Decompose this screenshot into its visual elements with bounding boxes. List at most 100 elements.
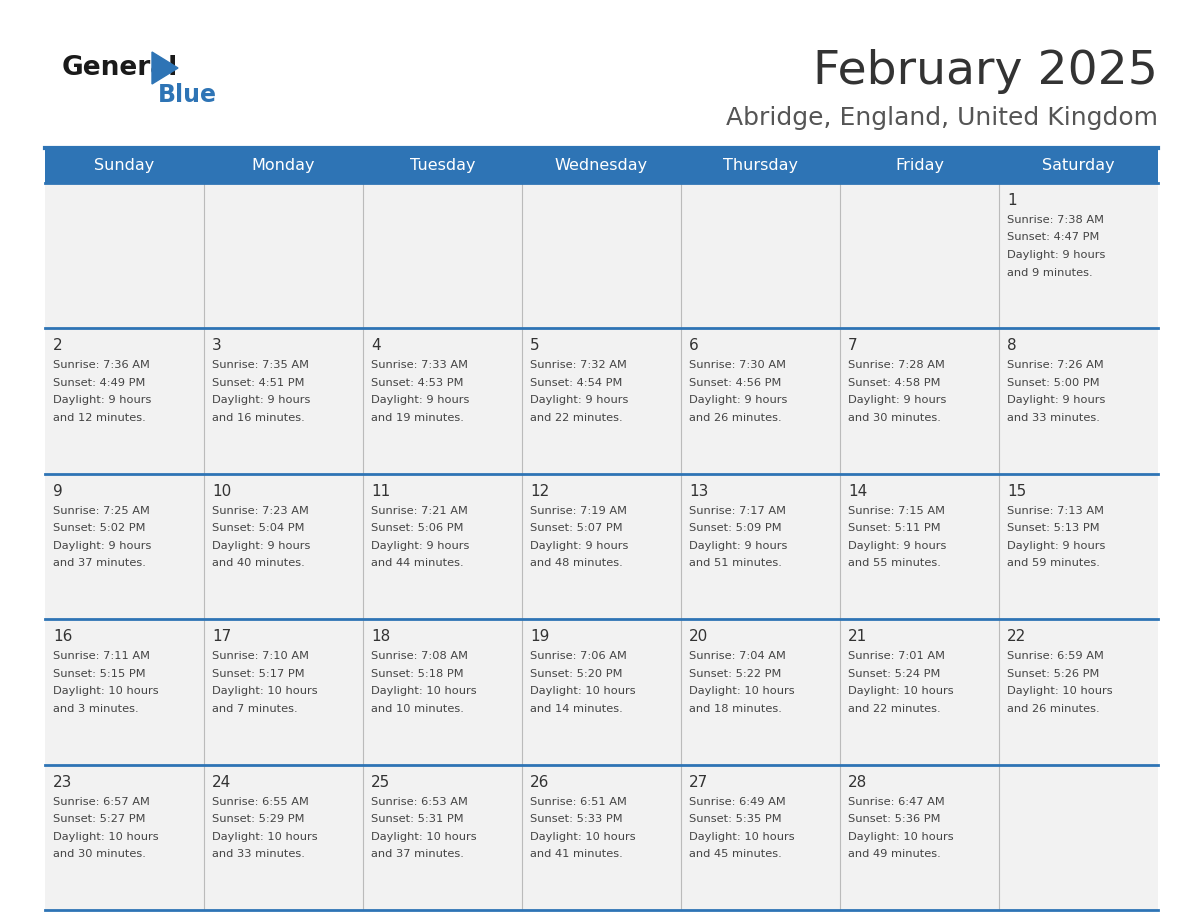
Bar (364, 148, 522, 183)
Text: 1: 1 (1007, 193, 1017, 208)
Bar (681, 620, 840, 765)
Text: and 33 minutes.: and 33 minutes. (1007, 413, 1100, 423)
Text: Sunrise: 7:17 AM: Sunrise: 7:17 AM (689, 506, 786, 516)
Text: Sunrise: 7:08 AM: Sunrise: 7:08 AM (371, 651, 468, 661)
Bar (840, 148, 999, 183)
Bar (522, 329, 681, 474)
Text: and 26 minutes.: and 26 minutes. (689, 413, 782, 423)
Bar (522, 474, 681, 620)
Text: 22: 22 (1007, 629, 1026, 644)
Bar (364, 620, 522, 765)
Bar (681, 183, 840, 329)
Text: Daylight: 9 hours: Daylight: 9 hours (211, 541, 310, 551)
Text: 9: 9 (53, 484, 63, 498)
Text: Sunrise: 7:38 AM: Sunrise: 7:38 AM (1007, 215, 1104, 225)
Text: 19: 19 (530, 629, 549, 644)
Bar (999, 474, 1158, 620)
Text: Wednesday: Wednesday (555, 158, 649, 173)
Text: Sunrise: 7:21 AM: Sunrise: 7:21 AM (371, 506, 468, 516)
Bar (45, 474, 204, 620)
Polygon shape (152, 52, 178, 84)
Text: Daylight: 10 hours: Daylight: 10 hours (530, 686, 636, 696)
Text: Daylight: 9 hours: Daylight: 9 hours (371, 396, 469, 406)
Text: Sunset: 5:06 PM: Sunset: 5:06 PM (371, 523, 463, 533)
Bar (999, 329, 1158, 474)
Bar (840, 765, 999, 910)
Text: 17: 17 (211, 629, 232, 644)
Text: 13: 13 (689, 484, 708, 498)
Text: Blue: Blue (158, 83, 217, 107)
Text: Daylight: 10 hours: Daylight: 10 hours (689, 832, 795, 842)
Bar (45, 183, 204, 329)
Text: Daylight: 9 hours: Daylight: 9 hours (689, 396, 788, 406)
Text: Sunset: 5:20 PM: Sunset: 5:20 PM (530, 668, 623, 678)
Text: Daylight: 10 hours: Daylight: 10 hours (530, 832, 636, 842)
Text: Daylight: 9 hours: Daylight: 9 hours (1007, 250, 1105, 260)
Text: Sunrise: 6:59 AM: Sunrise: 6:59 AM (1007, 651, 1104, 661)
Text: 18: 18 (371, 629, 390, 644)
Text: Daylight: 10 hours: Daylight: 10 hours (1007, 686, 1113, 696)
Bar (45, 620, 204, 765)
Text: Sunrise: 7:25 AM: Sunrise: 7:25 AM (53, 506, 150, 516)
Text: and 30 minutes.: and 30 minutes. (53, 849, 146, 859)
Text: Daylight: 9 hours: Daylight: 9 hours (53, 541, 151, 551)
Text: Sunrise: 6:53 AM: Sunrise: 6:53 AM (371, 797, 468, 807)
Text: 8: 8 (1007, 339, 1017, 353)
Text: and 41 minutes.: and 41 minutes. (530, 849, 623, 859)
Text: Sunset: 4:58 PM: Sunset: 4:58 PM (848, 378, 941, 388)
Bar (681, 148, 840, 183)
Text: Saturday: Saturday (1042, 158, 1114, 173)
Text: Sunset: 5:35 PM: Sunset: 5:35 PM (689, 814, 782, 824)
Text: Sunset: 4:51 PM: Sunset: 4:51 PM (211, 378, 304, 388)
Text: Sunrise: 7:28 AM: Sunrise: 7:28 AM (848, 361, 944, 370)
Text: and 22 minutes.: and 22 minutes. (530, 413, 623, 423)
Text: and 48 minutes.: and 48 minutes. (530, 558, 623, 568)
Text: and 51 minutes.: and 51 minutes. (689, 558, 782, 568)
Text: and 55 minutes.: and 55 minutes. (848, 558, 941, 568)
Text: Sunrise: 7:26 AM: Sunrise: 7:26 AM (1007, 361, 1104, 370)
Text: 21: 21 (848, 629, 867, 644)
Text: Daylight: 9 hours: Daylight: 9 hours (848, 541, 947, 551)
Text: 10: 10 (211, 484, 232, 498)
Bar (840, 329, 999, 474)
Text: and 18 minutes.: and 18 minutes. (689, 704, 782, 713)
Text: 25: 25 (371, 775, 390, 789)
Text: Sunrise: 6:47 AM: Sunrise: 6:47 AM (848, 797, 944, 807)
Text: 23: 23 (53, 775, 72, 789)
Text: Sunset: 5:36 PM: Sunset: 5:36 PM (848, 814, 941, 824)
Text: Daylight: 10 hours: Daylight: 10 hours (53, 686, 159, 696)
Text: Sunrise: 7:30 AM: Sunrise: 7:30 AM (689, 361, 786, 370)
Bar (45, 329, 204, 474)
Text: Sunset: 4:49 PM: Sunset: 4:49 PM (53, 378, 145, 388)
Text: Sunrise: 7:06 AM: Sunrise: 7:06 AM (530, 651, 627, 661)
Text: and 37 minutes.: and 37 minutes. (371, 849, 463, 859)
Text: Sunrise: 7:10 AM: Sunrise: 7:10 AM (211, 651, 309, 661)
Bar (999, 183, 1158, 329)
Text: Daylight: 10 hours: Daylight: 10 hours (689, 686, 795, 696)
Text: 5: 5 (530, 339, 539, 353)
Bar (840, 620, 999, 765)
Text: and 59 minutes.: and 59 minutes. (1007, 558, 1100, 568)
Text: and 33 minutes.: and 33 minutes. (211, 849, 305, 859)
Text: and 3 minutes.: and 3 minutes. (53, 704, 139, 713)
Text: Friday: Friday (895, 158, 944, 173)
Bar (681, 765, 840, 910)
Text: 6: 6 (689, 339, 699, 353)
Text: Thursday: Thursday (723, 158, 798, 173)
Text: Sunset: 5:07 PM: Sunset: 5:07 PM (530, 523, 623, 533)
Text: Daylight: 10 hours: Daylight: 10 hours (848, 832, 954, 842)
Bar (45, 765, 204, 910)
Text: 12: 12 (530, 484, 549, 498)
Text: Sunrise: 6:55 AM: Sunrise: 6:55 AM (211, 797, 309, 807)
Text: 15: 15 (1007, 484, 1026, 498)
Text: Tuesday: Tuesday (410, 158, 475, 173)
Text: and 10 minutes.: and 10 minutes. (371, 704, 463, 713)
Text: Daylight: 10 hours: Daylight: 10 hours (53, 832, 159, 842)
Text: Sunset: 4:56 PM: Sunset: 4:56 PM (689, 378, 782, 388)
Text: Sunrise: 7:01 AM: Sunrise: 7:01 AM (848, 651, 944, 661)
Text: Daylight: 9 hours: Daylight: 9 hours (530, 396, 628, 406)
Text: Sunrise: 6:57 AM: Sunrise: 6:57 AM (53, 797, 150, 807)
Text: and 7 minutes.: and 7 minutes. (211, 704, 298, 713)
Text: Sunrise: 7:19 AM: Sunrise: 7:19 AM (530, 506, 627, 516)
Text: 3: 3 (211, 339, 222, 353)
